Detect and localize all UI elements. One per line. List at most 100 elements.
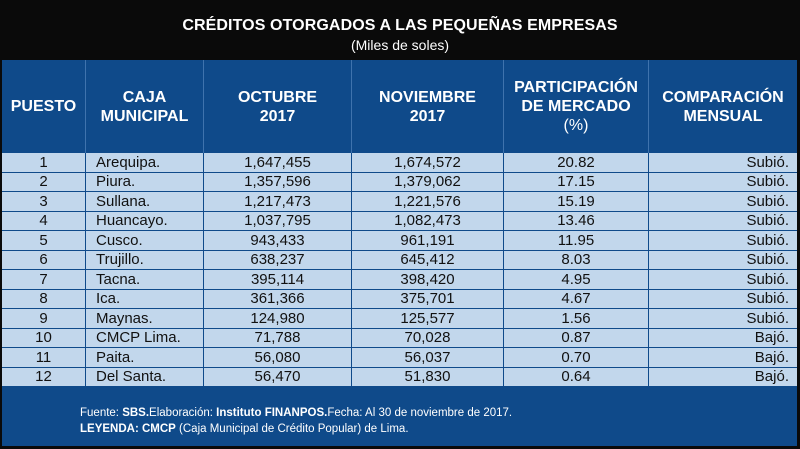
- cell-comparacion: Subió.: [746, 251, 789, 269]
- header-octubre-line1: OCTUBRE: [237, 88, 318, 106]
- cell-participacion: 1.56: [504, 309, 649, 328]
- cell-noviembre: 56,037: [352, 348, 504, 367]
- cell-octubre: 124,980: [204, 309, 352, 328]
- footer-line-1: Fuente: SBS.Elaboración: Instituto FINAN…: [80, 407, 512, 419]
- cell-octubre: 56,080: [204, 348, 352, 367]
- cell-comparacion: Subió.: [746, 173, 789, 191]
- cell-octubre: 361,366: [204, 289, 352, 308]
- table-row: 10 CMCP Lima. 71,788 70,028 0.87 Bajó.: [2, 328, 797, 348]
- table-row: 7 Tacna. 395,114 398,420 4.95 Subió.: [2, 270, 797, 290]
- header-participacion-line1: PARTICIPACIÓN: [514, 79, 638, 96]
- cell-participacion: 8.03: [504, 250, 649, 269]
- table-row: 4 Huancayo. 1,037,795 1,082,473 13.46 Subió.: [2, 211, 797, 231]
- header-puesto: PUESTO: [2, 60, 86, 153]
- header-noviembre-line2: 2017: [409, 107, 446, 125]
- table-row: 5 Cusco. 943,433 961,191 11.95 Subió.: [2, 231, 797, 251]
- cell-caja: Sullana.: [86, 192, 204, 211]
- cell-puesto: 6: [2, 250, 86, 269]
- cell-participacion: 0.64: [504, 367, 649, 386]
- footer-leyenda-value: (Caja Municipal de Crédito Popular) de L…: [175, 423, 409, 435]
- cell-caja: Paita.: [86, 348, 204, 367]
- header-puesto-label: PUESTO: [10, 98, 77, 115]
- cell-comparacion: Subió.: [746, 153, 789, 171]
- cell-octubre: 1,037,795: [204, 211, 352, 230]
- cell-participacion: 0.87: [504, 328, 649, 347]
- table-row: 11 Paita. 56,080 56,037 0.70 Bajó.: [2, 348, 797, 368]
- report-title: CRÉDITOS OTORGADOS A LAS PEQUEÑAS EMPRES…: [182, 17, 618, 34]
- table-row: 1 Arequipa. 1,647,455 1,674,572 20.82 Subió.: [2, 153, 797, 173]
- cell-caja: Trujillo.: [86, 250, 204, 269]
- header-caja-line1: CAJA: [122, 88, 167, 106]
- cell-caja: Arequipa.: [86, 153, 204, 172]
- cell-noviembre: 1,082,473: [352, 211, 504, 230]
- footer-elaboracion-label: Elaboración:: [149, 407, 217, 419]
- cell-caja: Huancayo.: [86, 211, 204, 230]
- cell-puesto: 2: [2, 172, 86, 191]
- table-row: 2 Piura. 1,357,596 1,379,062 17.15 Subió.: [2, 172, 797, 192]
- header-comparacion: COMPARACIÓN MENSUAL: [649, 60, 797, 153]
- table-footer: Fuente: SBS.Elaboración: Instituto FINAN…: [2, 392, 797, 446]
- cell-noviembre: 125,577: [352, 309, 504, 328]
- header-caja-municipal: CAJA MUNICIPAL: [86, 60, 204, 153]
- cell-puesto: 5: [2, 231, 86, 250]
- header-caja-line2: MUNICIPAL: [100, 107, 189, 125]
- header-noviembre-line1: NOVIEMBRE: [379, 88, 476, 106]
- cell-octubre: 1,217,473: [204, 192, 352, 211]
- header-noviembre: NOVIEMBRE 2017: [352, 60, 504, 153]
- cell-noviembre: 645,412: [352, 250, 504, 269]
- cell-puesto: 1: [2, 153, 86, 172]
- cell-caja: Tacna.: [86, 270, 204, 289]
- header-participacion-line2: DE MERCADO: [521, 98, 631, 115]
- cell-caja: Del Santa.: [86, 367, 204, 386]
- cell-comparacion: Bajó.: [754, 348, 789, 366]
- footer-line-2: LEYENDA: CMCP (Caja Municipal de Crédito…: [80, 423, 409, 435]
- cell-noviembre: 375,701: [352, 289, 504, 308]
- cell-puesto: 9: [2, 309, 86, 328]
- cell-puesto: 8: [2, 289, 86, 308]
- table-header: PUESTO CAJA MUNICIPAL OCTUBRE 2017 NOVIE…: [2, 60, 797, 153]
- footer-fuente-value: SBS.: [122, 407, 150, 419]
- footer-leyenda-label: LEYENDA: CMCP: [80, 423, 176, 435]
- table-row: 6 Trujillo. 638,237 645,412 8.03 Subió.: [2, 250, 797, 270]
- cell-puesto: 10: [2, 328, 86, 347]
- header-participacion: PARTICIPACIÓN DE MERCADO (%): [504, 60, 649, 153]
- report-subtitle: (Miles de soles): [350, 37, 450, 53]
- cell-noviembre: 1,221,576: [352, 192, 504, 211]
- cell-octubre: 943,433: [204, 231, 352, 250]
- cell-octubre: 638,237: [204, 250, 352, 269]
- table-row: 3 Sullana. 1,217,473 1,221,576 15.19 Subió.: [2, 192, 797, 212]
- cell-octubre: 1,647,455: [204, 153, 352, 172]
- cell-noviembre: 961,191: [352, 231, 504, 250]
- cell-comparacion: Subió.: [746, 212, 789, 230]
- cell-caja: Ica.: [86, 289, 204, 308]
- header-comparacion-line1: COMPARACIÓN: [662, 88, 784, 106]
- cell-noviembre: 398,420: [352, 270, 504, 289]
- cell-noviembre: 51,830: [352, 367, 504, 386]
- table-body: 1 Arequipa. 1,647,455 1,674,572 20.82 Subió. 2…: [2, 153, 797, 387]
- title-block: CRÉDITOS OTORGADOS A LAS PEQUEÑAS EMPRES…: [0, 0, 800, 58]
- cell-comparacion: Subió.: [746, 270, 789, 288]
- cell-puesto: 7: [2, 270, 86, 289]
- cell-caja: Piura.: [86, 172, 204, 191]
- cell-octubre: 1,357,596: [204, 172, 352, 191]
- cell-comparacion: Subió.: [746, 290, 789, 308]
- cell-participacion: 0.70: [504, 348, 649, 367]
- cell-noviembre: 1,379,062: [352, 172, 504, 191]
- cell-participacion: 11.95: [504, 231, 649, 250]
- cell-caja: CMCP Lima.: [86, 328, 204, 347]
- header-octubre-line2: 2017: [259, 107, 296, 125]
- cell-puesto: 3: [2, 192, 86, 211]
- cell-noviembre: 70,028: [352, 328, 504, 347]
- cell-puesto: 12: [2, 367, 86, 386]
- table-row: 12 Del Santa. 56,470 51,830 0.64 Bajó.: [2, 367, 797, 387]
- cell-comparacion: Bajó.: [754, 329, 789, 347]
- cell-puesto: 4: [2, 211, 86, 230]
- footer-fuente-label: Fuente:: [80, 407, 123, 419]
- header-octubre: OCTUBRE 2017: [204, 60, 352, 153]
- cell-participacion: 4.67: [504, 289, 649, 308]
- cell-participacion: 4.95: [504, 270, 649, 289]
- cell-octubre: 395,114: [204, 270, 352, 289]
- cell-octubre: 71,788: [204, 328, 352, 347]
- cell-participacion: 13.46: [504, 211, 649, 230]
